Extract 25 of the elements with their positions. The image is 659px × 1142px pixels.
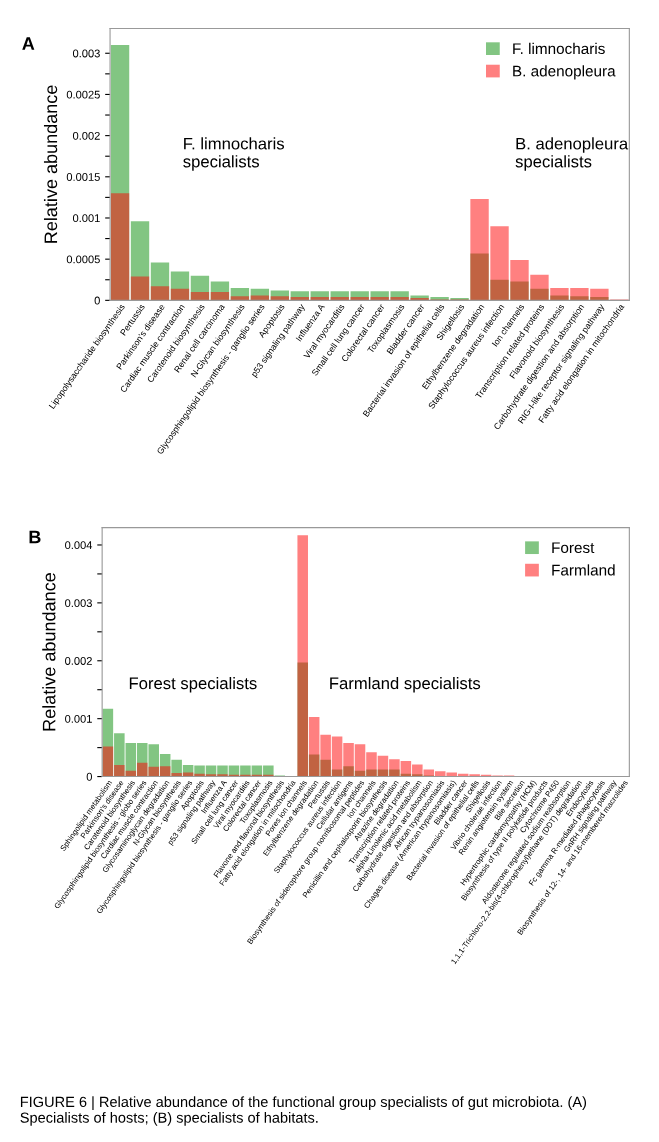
y-tick-label: 0.001 (72, 214, 100, 223)
y-tick-label: 0.003 (65, 599, 92, 608)
caption: FIGURE 6 | Relative abundance of the functional group specialists of gut microbiota. (A) Specialists of hosts; (B) specialists of habitats. (20, 1096, 587, 1126)
annotation: Farmland specialists (330, 676, 481, 693)
legend-label: Farmland (552, 564, 615, 576)
text: B (29, 530, 41, 544)
y-tick-label: 0.0025 (66, 90, 100, 99)
y-tick-label: 0.002 (65, 657, 92, 665)
y-tick-label: 0 (86, 772, 92, 781)
y-tick-label: 0 (94, 296, 100, 305)
text: A (22, 37, 35, 50)
annotation: F. limnocharis specialists (183, 137, 285, 171)
y-tick-label: 0.004 (65, 541, 93, 550)
y-tick-label: 0.0015 (66, 173, 100, 181)
y-tick-label: 0.003 (72, 49, 100, 58)
y-tick-label: 0.002 (72, 131, 100, 140)
legend-label: Forest (552, 542, 595, 554)
legend-label: B. adenopleura (513, 65, 616, 80)
annotation: Forest specialists (129, 676, 257, 693)
y-tick-label: 0.0005 (66, 255, 100, 264)
legend-label: F. limnocharis (513, 42, 605, 55)
y-axis-title: Relative abundance (42, 573, 56, 731)
y-tick-label: 0.001 (65, 714, 92, 723)
y-axis-title: Relative abundance (43, 85, 58, 243)
annotation: B. adenopleura specialists (515, 137, 629, 171)
